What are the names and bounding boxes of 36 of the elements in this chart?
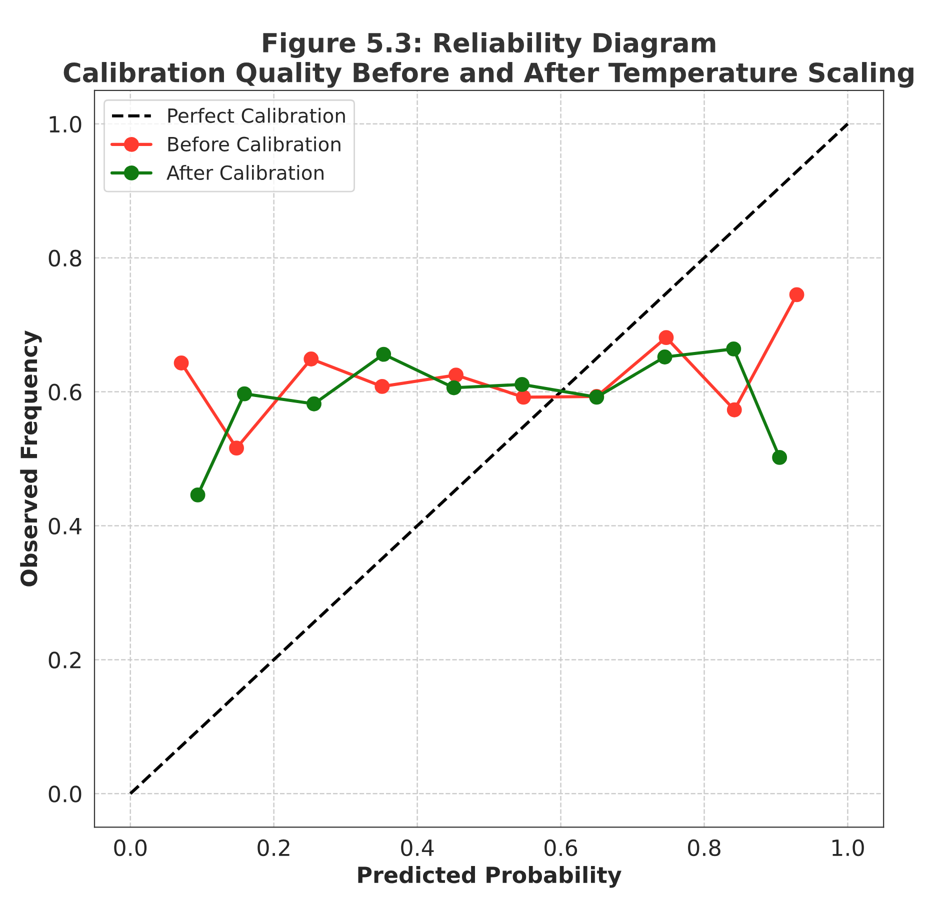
point [236, 386, 252, 402]
y-tick-label: 0.8 [48, 250, 82, 267]
x-tick-label: 0.8 [688, 839, 720, 856]
point [657, 350, 672, 364]
point [448, 368, 464, 383]
point [658, 330, 674, 346]
legend-label: After Calibration [166, 164, 324, 180]
point [306, 396, 322, 412]
point [174, 356, 189, 370]
point [446, 380, 462, 396]
y-tick-label: 0.0 [48, 786, 82, 802]
y-axis-title: Observed Frequency [20, 330, 42, 586]
x-tick-label: 1.0 [832, 839, 864, 856]
x-tick-label: 0.6 [544, 839, 578, 856]
x-axis-title: Predicted Probability [358, 866, 622, 888]
point [374, 378, 390, 394]
point [229, 440, 244, 456]
x-tick-label: 0.0 [114, 839, 147, 856]
point [304, 352, 319, 366]
point [516, 390, 531, 405]
legend-label: Perfect Calibration [168, 108, 345, 123]
point [376, 346, 392, 362]
point [789, 287, 804, 302]
point [514, 376, 530, 392]
point [726, 341, 742, 356]
point [726, 402, 742, 418]
y-tick-label: 1.0 [50, 116, 82, 133]
y-tick-label: 0.2 [48, 652, 80, 668]
y-tick-label: 0.4 [48, 518, 82, 535]
point [772, 450, 788, 465]
point [190, 487, 206, 502]
x-tick-label: 0.4 [401, 839, 434, 856]
chart-title: Figure 5.3: Reliability Diagram Calibration Quality Before and After Temperature Scaling [64, 32, 914, 88]
y-tick-label: 0.6 [48, 384, 82, 401]
x-tick-label: 0.2 [258, 839, 290, 856]
legend-label: Before Calibration [168, 136, 340, 152]
